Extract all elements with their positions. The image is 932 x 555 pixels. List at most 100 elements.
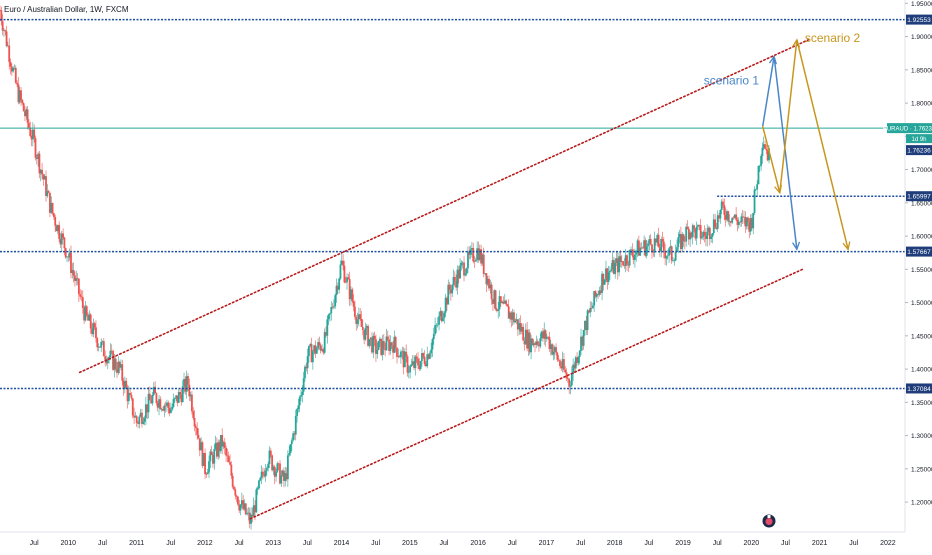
candle-body — [591, 305, 594, 309]
candle-body — [101, 341, 104, 342]
candle-body — [17, 84, 20, 103]
candle-body — [13, 67, 16, 69]
candle-body — [576, 357, 578, 363]
candle-body — [422, 353, 425, 357]
candle-body — [74, 275, 76, 281]
candle-body — [615, 258, 618, 263]
candle-body — [502, 301, 505, 304]
candle-body — [148, 393, 151, 401]
candle-body — [39, 169, 42, 174]
candle-body — [605, 268, 607, 280]
candle-body — [120, 364, 122, 368]
candle-body — [187, 376, 189, 385]
candle-body — [319, 345, 322, 351]
candle-body — [612, 260, 615, 274]
candle-body — [129, 392, 132, 395]
candle-body — [240, 500, 243, 505]
candle-body — [465, 268, 468, 274]
candle-body — [96, 338, 99, 348]
time-axis[interactable]: Jul 2010 Jul 2011 Jul 2012 Jul 2013 Jul 2014 Jul 20… — [30, 540, 896, 547]
candle-body — [88, 314, 91, 321]
candle-body — [432, 333, 435, 340]
candle-body — [67, 256, 70, 258]
candle-body — [363, 329, 366, 340]
candle-body — [597, 294, 600, 295]
candle-body — [495, 309, 498, 311]
candle-body — [581, 336, 584, 346]
candle-body — [585, 320, 588, 331]
candle-body — [689, 232, 692, 240]
candle-body — [564, 369, 567, 373]
candle-body — [276, 463, 279, 472]
candle-body — [34, 138, 37, 158]
candle-body — [66, 256, 68, 258]
candle-body — [378, 338, 381, 342]
candle-body — [369, 337, 372, 340]
candle-body — [127, 392, 130, 402]
candle-body — [373, 335, 376, 340]
candle-body — [753, 189, 756, 214]
candle-body — [64, 248, 67, 258]
candle-body — [346, 277, 348, 283]
candle-body — [392, 345, 394, 353]
candle-body — [248, 512, 251, 524]
candle-body — [754, 189, 757, 190]
candle-body — [350, 289, 352, 300]
candle-body — [18, 90, 21, 103]
candle-body — [206, 472, 209, 475]
candle-body — [467, 251, 469, 269]
candle-body — [197, 434, 200, 439]
candle-body — [577, 356, 580, 363]
candle-body — [762, 144, 765, 148]
candle-body — [104, 356, 107, 360]
candle-body — [50, 202, 53, 213]
candle-body — [750, 217, 753, 229]
candle-body — [218, 442, 221, 452]
candle-body — [338, 278, 341, 290]
candle-body — [382, 341, 385, 349]
candle-body — [54, 216, 57, 226]
candle-body — [685, 226, 688, 242]
candle-body — [138, 416, 141, 424]
candle-body — [371, 337, 373, 353]
candle-body — [109, 350, 112, 358]
scenario-segment — [773, 56, 798, 250]
candle-body — [223, 442, 226, 448]
time-axis-label: Jul — [508, 540, 517, 547]
candle-body — [221, 435, 224, 447]
candle-body — [29, 127, 32, 137]
candle-body — [215, 442, 218, 457]
candle-body — [724, 214, 727, 220]
candle-body — [557, 359, 560, 361]
candle-body — [219, 435, 222, 452]
candle-body — [231, 475, 234, 487]
candle-body — [12, 67, 15, 72]
candle-body — [694, 228, 697, 239]
candle-body — [208, 461, 210, 473]
candle-body — [547, 336, 550, 338]
candle-body — [410, 364, 413, 367]
candle-body — [16, 82, 18, 85]
candle-body — [653, 238, 656, 253]
candle-body — [609, 270, 611, 273]
candle-body — [678, 233, 681, 238]
candle-body — [498, 296, 501, 310]
candle-body — [56, 225, 59, 232]
candle-body — [265, 468, 268, 471]
candle-body — [198, 438, 201, 451]
candle-body — [58, 225, 61, 239]
candle-body — [661, 238, 664, 242]
price-axis-label: 1.55000 — [911, 267, 932, 274]
candle-body — [630, 249, 632, 250]
candle-body — [154, 386, 157, 394]
candle-body — [765, 148, 768, 151]
candle-body — [444, 297, 447, 313]
candle-body — [686, 226, 689, 229]
candle-body — [63, 237, 66, 249]
candle-body — [764, 144, 766, 149]
time-axis-label: Jul — [30, 540, 39, 547]
candle-body — [1, 21, 4, 31]
candle-body — [464, 273, 467, 276]
